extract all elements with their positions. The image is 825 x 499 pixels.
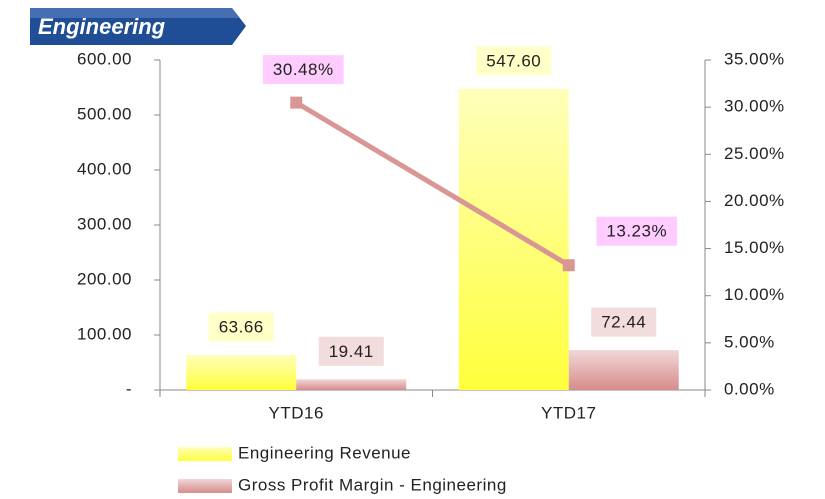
- line-label-box: [262, 55, 344, 85]
- data-label-box: [208, 312, 274, 342]
- data-label: 19.41: [329, 342, 374, 361]
- data-label: 547.60: [486, 51, 541, 70]
- bar: [568, 350, 679, 390]
- bar: [186, 354, 297, 390]
- title-badge-shine: [30, 8, 240, 18]
- y2-tick-label: 20.00%: [724, 191, 785, 210]
- line: [294, 100, 571, 268]
- y-tick-label: 400.00: [77, 159, 132, 178]
- y-tick-label: 500.00: [77, 104, 132, 123]
- line-label-box: [596, 216, 678, 246]
- y-tick-label: 200.00: [77, 269, 132, 288]
- y2-tick-label: 5.00%: [724, 332, 775, 351]
- bar: [458, 88, 569, 390]
- line-marker: [562, 259, 575, 272]
- y2-tick-label: 15.00%: [724, 238, 785, 257]
- x-tick-label: YTD17: [541, 403, 596, 422]
- bar: [296, 379, 407, 390]
- legend-label: Gross Profit Margin - Engineering: [238, 475, 507, 494]
- y2-tick-label: 25.00%: [724, 144, 785, 163]
- y2-tick-label: 35.00%: [724, 49, 785, 68]
- legend-swatch: [178, 447, 232, 461]
- y2-tick-label: 10.00%: [724, 285, 785, 304]
- y-tick-label: 300.00: [77, 214, 132, 233]
- y-tick-label: 100.00: [77, 324, 132, 343]
- y2-tick-label: 30.00%: [724, 97, 785, 116]
- line-label: 13.23%: [606, 222, 667, 241]
- data-label-box: [318, 336, 384, 366]
- data-label: 63.66: [219, 317, 264, 336]
- line-label: 30.48%: [273, 60, 334, 79]
- data-label-box: [476, 46, 552, 76]
- y2-tick-label: 0.00%: [724, 379, 775, 398]
- y-tick-label: 600.00: [77, 49, 132, 68]
- line-marker: [290, 96, 303, 109]
- chart-title: Engineering: [38, 14, 166, 39]
- legend-label: Engineering Revenue: [238, 443, 411, 462]
- legend-swatch: [178, 479, 232, 493]
- data-label: 72.44: [601, 313, 646, 332]
- data-label-box: [591, 307, 657, 337]
- y-tick-label: -: [126, 379, 132, 398]
- x-tick-label: YTD16: [269, 403, 324, 422]
